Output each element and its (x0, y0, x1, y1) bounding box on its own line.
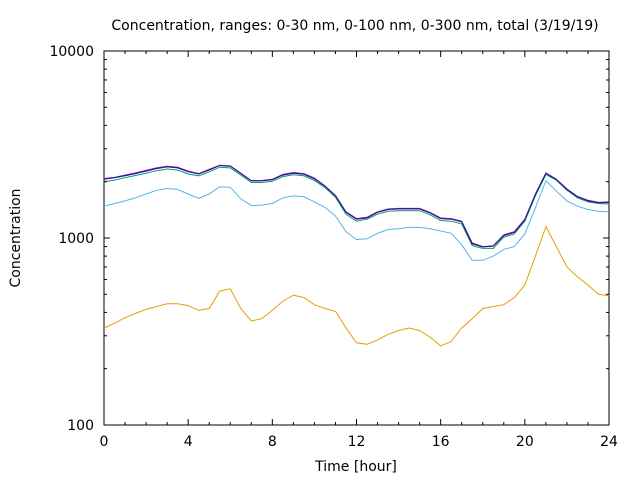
chart-title: Concentration, ranges: 0-30 nm, 0-100 nm… (111, 18, 598, 34)
x-tick-label: 16 (432, 434, 450, 450)
series-layer (103, 164, 610, 347)
y-tick-label: 1000 (58, 231, 94, 247)
x-tick-label: 8 (268, 434, 277, 450)
x-tick-label: 20 (516, 434, 534, 450)
x-tick-label: 0 (100, 434, 109, 450)
x-tick-label: 12 (348, 434, 366, 450)
x-tick-label: 24 (600, 434, 618, 450)
plot-frame (103, 50, 610, 426)
x-tick-label: 4 (184, 434, 193, 450)
series-line-1 (103, 225, 610, 347)
x-axis-label: Time [hour] (314, 459, 397, 475)
ticks-layer: 0 4 8 12 16 20 24 100 1000 10000 (49, 44, 618, 450)
y-axis-label: Concentration (8, 188, 24, 287)
y-tick-label: 100 (67, 418, 94, 434)
series-line-5 (103, 165, 610, 248)
series-line-3 (103, 166, 610, 249)
y-tick-label: 10000 (49, 44, 94, 60)
series-line-2 (103, 179, 610, 261)
series-line-4 (103, 164, 610, 248)
